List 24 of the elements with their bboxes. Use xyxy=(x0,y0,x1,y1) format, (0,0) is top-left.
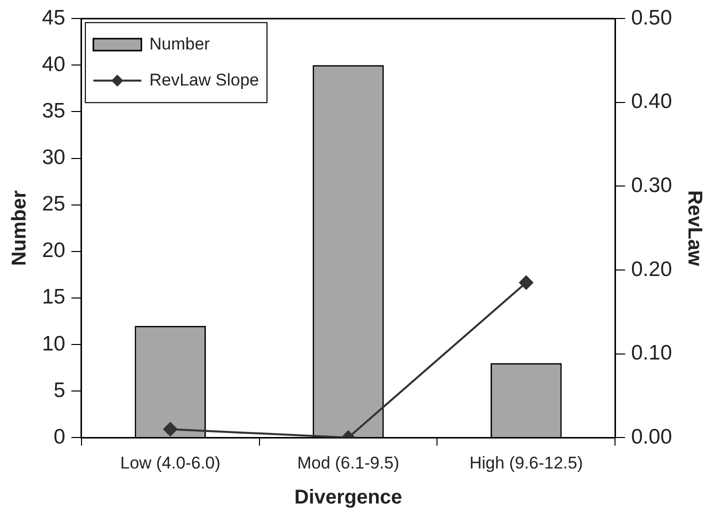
y2-tick-label: 0.40 xyxy=(631,90,672,114)
y-tick-label: 0 xyxy=(54,425,66,448)
y-tick-label: 20 xyxy=(42,239,66,262)
y2-tick-label: 0.50 xyxy=(631,6,672,30)
x-tick-label: High (9.6-12.5) xyxy=(469,453,583,472)
y2-tick-label: 0.00 xyxy=(631,425,672,448)
y2-tick-label: 0.20 xyxy=(631,258,672,281)
y-tick-label: 30 xyxy=(42,146,66,170)
y-tick-label: 15 xyxy=(42,286,66,309)
y-tick-label: 10 xyxy=(42,332,66,356)
legend-label: RevLaw Slope xyxy=(149,70,259,90)
y-tick-label: 40 xyxy=(42,52,66,76)
y-tick-label: 35 xyxy=(42,100,66,123)
y-axis-title: Number xyxy=(8,190,31,266)
x-tick-label: Mod (6.1-9.5) xyxy=(297,453,400,472)
legend-label: Number xyxy=(149,34,210,54)
y-tick-label: 25 xyxy=(42,192,66,216)
x-tick-label: Low (4.0-6.0) xyxy=(120,453,220,472)
y2-tick-label: 0.30 xyxy=(631,174,672,197)
y2-axis-title: RevLaw xyxy=(683,190,706,266)
x-axis-title: Divergence xyxy=(294,486,402,509)
y-tick-label: 5 xyxy=(54,378,66,402)
y2-tick-label: 0.10 xyxy=(631,342,672,365)
y-tick-label: 45 xyxy=(42,6,66,30)
